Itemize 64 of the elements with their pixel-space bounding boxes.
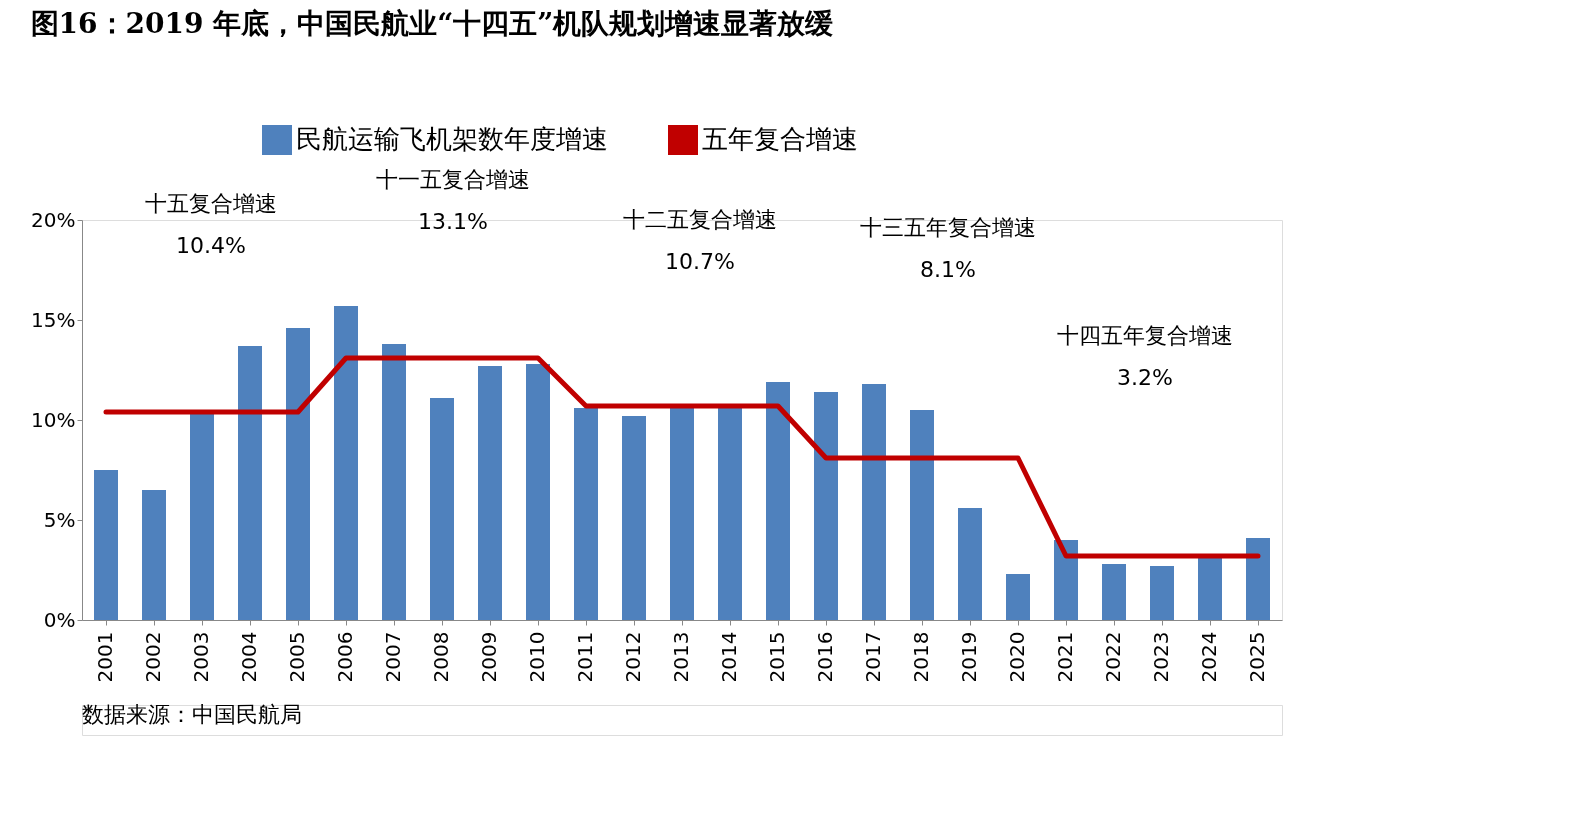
x-tick-label: 2009 bbox=[477, 631, 501, 683]
bar bbox=[190, 414, 214, 620]
y-tick-label: 20% bbox=[31, 207, 76, 232]
x-tick-label: 2008 bbox=[429, 631, 453, 683]
y-tick-label: 0% bbox=[43, 607, 76, 632]
x-tick-label: 2019 bbox=[957, 631, 981, 683]
x-tick-label: 2011 bbox=[573, 631, 597, 683]
y-tick-label: 15% bbox=[31, 307, 76, 332]
bar bbox=[430, 398, 454, 620]
x-tick-label: 2013 bbox=[669, 631, 693, 683]
bar bbox=[1054, 540, 1078, 620]
x-tick-label: 2022 bbox=[1101, 631, 1125, 683]
x-tick-label: 2007 bbox=[381, 631, 405, 683]
x-tick-label: 2003 bbox=[189, 631, 213, 683]
x-tick-label: 2020 bbox=[1005, 631, 1029, 683]
x-tick-label: 2002 bbox=[141, 631, 165, 683]
annotation: 十二五复合增速 10.7% bbox=[623, 207, 777, 274]
bar bbox=[814, 392, 838, 620]
x-tick-label: 2017 bbox=[861, 631, 885, 683]
bar bbox=[1150, 566, 1174, 620]
legend-label: 民航运输飞机架数年度增速 bbox=[296, 124, 608, 154]
x-tick-label: 2001 bbox=[93, 631, 117, 683]
x-tick-label: 2023 bbox=[1149, 631, 1173, 683]
x-tick-label: 2025 bbox=[1245, 631, 1269, 683]
bar bbox=[670, 406, 694, 620]
bar bbox=[238, 346, 262, 620]
bar bbox=[958, 508, 982, 620]
bar bbox=[478, 366, 502, 620]
bar bbox=[862, 384, 886, 620]
annotation: 十一五复合增速 13.1% bbox=[376, 167, 530, 234]
bar bbox=[910, 410, 934, 620]
bar bbox=[1198, 556, 1222, 620]
annotation: 十四五年复合增速 3.2% bbox=[1057, 323, 1233, 390]
y-tick-label: 5% bbox=[43, 507, 76, 532]
bar bbox=[718, 406, 742, 620]
x-tick-label: 2018 bbox=[909, 631, 933, 683]
x-tick-label: 2005 bbox=[285, 631, 309, 683]
bar bbox=[382, 344, 406, 620]
bar bbox=[526, 364, 550, 620]
x-tick-label: 2021 bbox=[1053, 631, 1077, 683]
source-note: 数据来源：中国民航局 bbox=[82, 702, 302, 727]
x-tick-label: 2015 bbox=[765, 631, 789, 683]
x-tick-label: 2024 bbox=[1197, 631, 1221, 683]
bar bbox=[334, 306, 358, 620]
y-tick-label: 10% bbox=[31, 407, 76, 432]
bar bbox=[622, 416, 646, 620]
chart-title: 图16：2019 年底，中国民航业“十四五”机队规划增速显著放缓 bbox=[30, 7, 834, 40]
bar bbox=[1246, 538, 1270, 620]
annotation: 十五复合增速 10.4% bbox=[145, 191, 277, 258]
x-tick-label: 2010 bbox=[525, 631, 549, 683]
x-tick-label: 2004 bbox=[237, 631, 261, 683]
annotation: 十三五年复合增速 8.1% bbox=[860, 215, 1036, 282]
x-tick-label: 2012 bbox=[621, 631, 645, 683]
legend-label: 五年复合增速 bbox=[702, 124, 858, 154]
bar bbox=[94, 470, 118, 620]
bar bbox=[1102, 564, 1126, 620]
x-tick-label: 2006 bbox=[333, 631, 357, 683]
bar bbox=[286, 328, 310, 620]
bar bbox=[142, 490, 166, 620]
bar bbox=[1006, 574, 1030, 620]
x-tick-label: 2014 bbox=[717, 631, 741, 683]
x-tick-label: 2016 bbox=[813, 631, 837, 683]
bar bbox=[574, 408, 598, 620]
bar bbox=[766, 382, 790, 620]
